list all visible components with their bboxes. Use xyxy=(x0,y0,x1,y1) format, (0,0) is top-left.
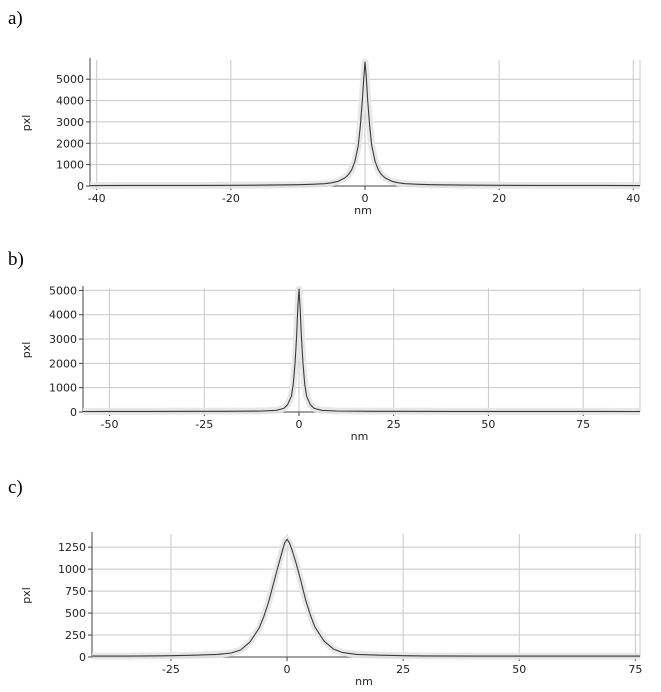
panel-a-label: a) xyxy=(8,8,23,29)
x-tick-label-b--25: -25 xyxy=(195,418,213,431)
y-axis-title-b: pxl xyxy=(20,342,33,359)
panel-b-label: b) xyxy=(8,249,24,270)
x-tick-label-c-50: 50 xyxy=(512,663,526,676)
y-tick-label-c-750: 750 xyxy=(65,585,86,598)
y-tick-label-b-3000: 3000 xyxy=(49,333,77,346)
y-tick-label-c-1250: 1250 xyxy=(58,541,86,554)
y-tick-label-b-5000: 5000 xyxy=(49,284,77,297)
chart-a: 0 1000 2000 3000 4000 5000 -40 -20 0 20 40 nm pxl xyxy=(20,58,641,217)
x-tick-label-c--25: -25 xyxy=(162,663,180,676)
x-tick-label-c-75: 75 xyxy=(628,663,642,676)
panel-c-label: c) xyxy=(8,477,23,498)
x-tick-label-b-25: 25 xyxy=(387,418,401,431)
chart-b: 0 1000 2000 3000 4000 5000 -50 -25 0 25 50 75 nm pxl xyxy=(20,284,641,443)
y-tick-label-b-1000: 1000 xyxy=(49,382,77,395)
series-line-c-0 xyxy=(92,538,640,657)
y-tick-label-a-0: 0 xyxy=(77,180,84,193)
x-tick-label-b-50: 50 xyxy=(481,418,495,431)
chart-c: 0 250 500 750 1000 1250 -25 0 25 50 75 nm pxl xyxy=(20,532,642,688)
y-tick-label-b-0: 0 xyxy=(70,406,77,419)
y-tick-label-a-1000: 1000 xyxy=(56,159,84,172)
y-tick-label-b-2000: 2000 xyxy=(49,357,77,370)
x-axis-title-a: nm xyxy=(354,204,372,217)
x-tick-label-a--40: -40 xyxy=(88,192,106,205)
y-tick-label-a-4000: 4000 xyxy=(56,95,84,108)
x-tick-label-a--20: -20 xyxy=(222,192,240,205)
y-tick-label-a-2000: 2000 xyxy=(56,137,84,150)
series-line-b-0 xyxy=(82,288,641,413)
x-tick-label-b-75: 75 xyxy=(576,418,590,431)
y-axis-title-c: pxl xyxy=(20,587,33,604)
x-tick-label-a-20: 20 xyxy=(492,192,506,205)
x-tick-label-b--50: -50 xyxy=(101,418,119,431)
y-tick-label-b-4000: 4000 xyxy=(49,309,77,322)
series-line-a-0 xyxy=(89,61,641,187)
y-tick-label-c-0: 0 xyxy=(79,651,86,664)
y-tick-label-c-250: 250 xyxy=(65,629,86,642)
plot-area-b xyxy=(83,288,640,412)
y-tick-label-a-5000: 5000 xyxy=(56,73,84,86)
plot-area-c xyxy=(92,534,640,657)
x-tick-label-a-0: 0 xyxy=(362,192,369,205)
y-tick-label-c-1000: 1000 xyxy=(58,563,86,576)
x-tick-label-c-0: 0 xyxy=(284,663,291,676)
x-axis-title-c: nm xyxy=(355,675,373,688)
y-tick-label-a-3000: 3000 xyxy=(56,116,84,129)
x-tick-label-b-0: 0 xyxy=(295,418,302,431)
y-axis-title-a: pxl xyxy=(20,115,33,132)
y-tick-label-c-500: 500 xyxy=(65,607,86,620)
x-tick-label-a-40: 40 xyxy=(626,192,640,205)
x-tick-label-c-25: 25 xyxy=(396,663,410,676)
x-axis-title-b: nm xyxy=(351,430,369,443)
